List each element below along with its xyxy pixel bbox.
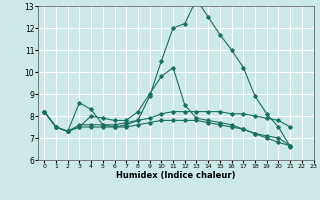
X-axis label: Humidex (Indice chaleur): Humidex (Indice chaleur) xyxy=(116,171,236,180)
